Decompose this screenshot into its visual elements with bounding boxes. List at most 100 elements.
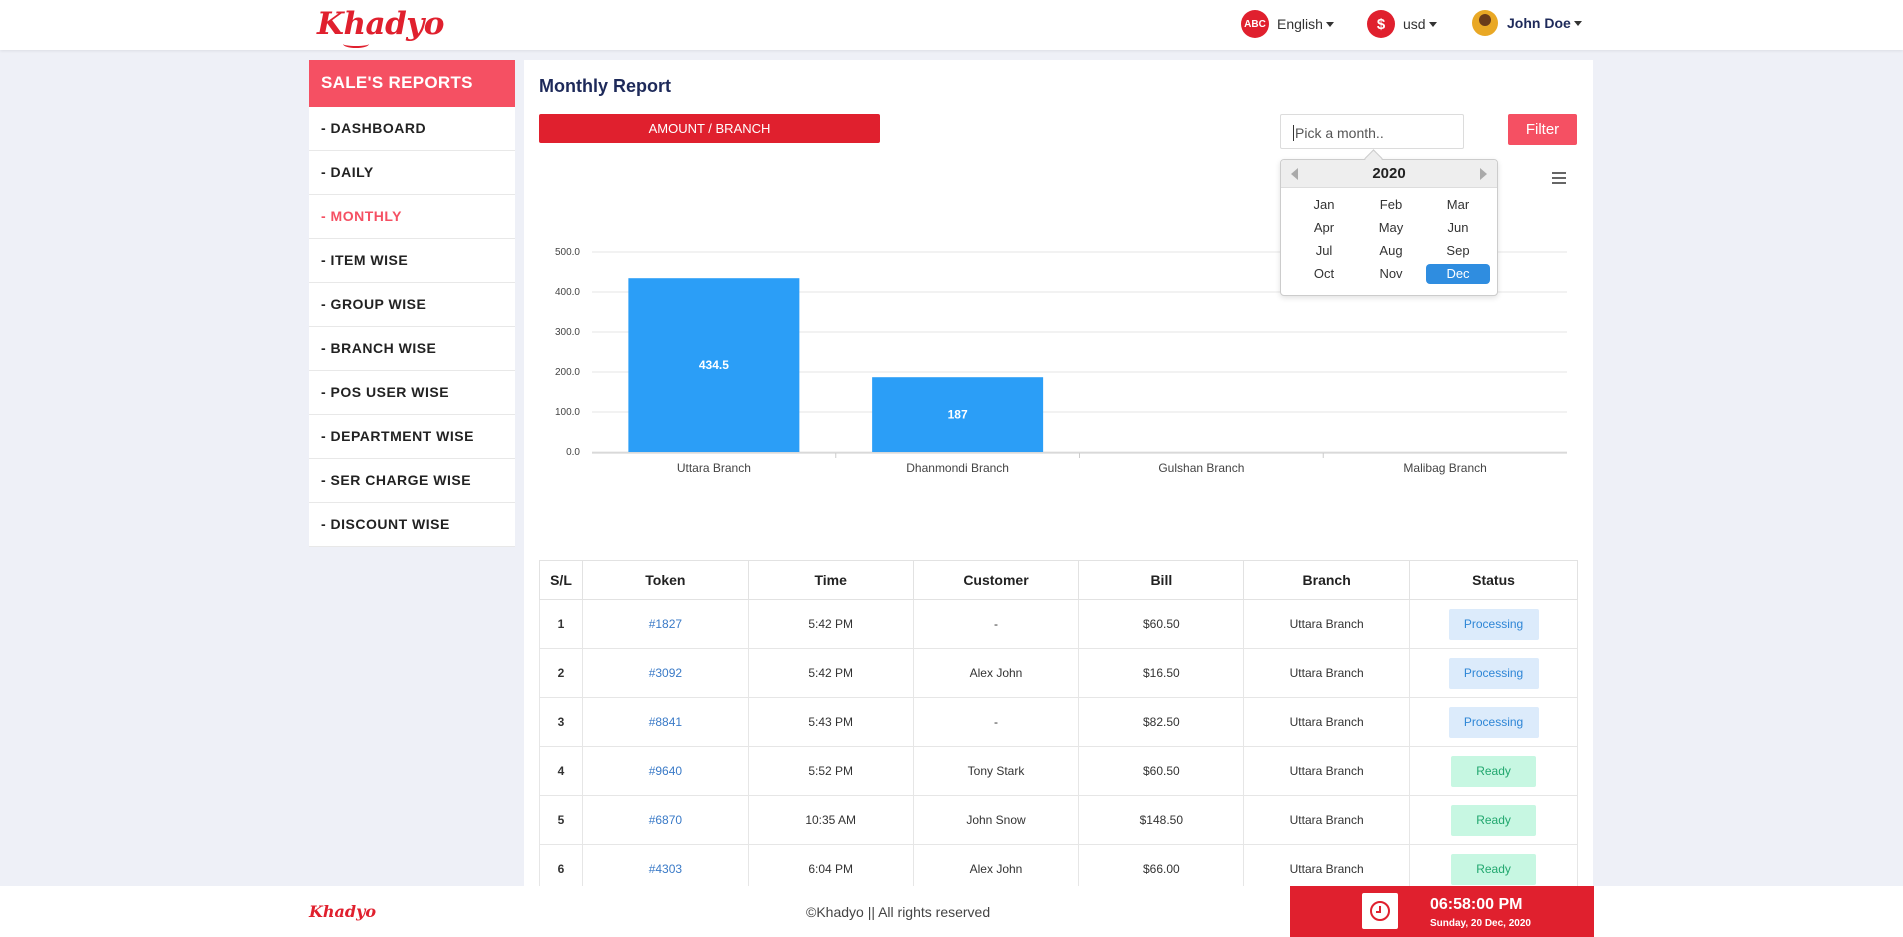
status-badge: Ready xyxy=(1451,804,1537,836)
brand-logo[interactable]: Khadyo xyxy=(317,6,444,42)
main-panel: Monthly Report AMOUNT / BRANCH Pick a mo… xyxy=(524,60,1593,894)
status-badge: Processing xyxy=(1448,706,1539,738)
y-tick-label: 400.0 xyxy=(555,287,580,298)
table-row: 3 #8841 5:43 PM - $82.50 Uttara Branch Process… xyxy=(539,697,1578,747)
orders-table: S/L Token Time Customer Bill Branch Stat… xyxy=(539,560,1578,894)
sidebar-item-pos-user-wise[interactable]: - POS USER WISE xyxy=(309,371,515,415)
sidebar-item-department-wise[interactable]: - DEPARTMENT WISE xyxy=(309,415,515,459)
month-picker-input[interactable]: Pick a month.. xyxy=(1280,114,1464,149)
sidebar-title: SALE'S REPORTS xyxy=(309,60,515,107)
bar[interactable] xyxy=(872,377,1044,452)
cell-branch: Uttara Branch xyxy=(1243,746,1411,796)
cell-branch: Uttara Branch xyxy=(1243,599,1411,649)
y-tick-label: 500.0 xyxy=(555,247,580,258)
sidebar-item-ser-charge-wise[interactable]: - SER CHARGE WISE xyxy=(309,459,515,503)
cell-status: Ready xyxy=(1409,844,1578,894)
amount-branch-button[interactable]: AMOUNT / BRANCH xyxy=(539,114,880,143)
cell-token[interactable]: #4303 xyxy=(581,844,749,894)
sidebar-item-branch-wise[interactable]: - BRANCH WISE xyxy=(309,327,515,371)
col-sl: S/L xyxy=(539,560,583,600)
status-badge: Ready xyxy=(1451,755,1537,787)
month-option[interactable]: Aug xyxy=(1379,243,1403,258)
page-title: Monthly Report xyxy=(539,76,671,96)
cell-token[interactable]: #8841 xyxy=(581,697,749,747)
cell-status: Ready xyxy=(1409,795,1578,845)
month-option[interactable]: Sep xyxy=(1446,243,1470,258)
user-name: John Doe xyxy=(1507,15,1571,31)
language-dropdown[interactable]: ABC English xyxy=(1241,10,1334,38)
x-tick-label: Gulshan Branch xyxy=(1158,461,1244,475)
month-option[interactable]: Oct xyxy=(1313,266,1335,281)
month-option[interactable]: Jul xyxy=(1315,243,1333,258)
cell-customer: - xyxy=(912,697,1080,747)
cell-token[interactable]: #3092 xyxy=(581,648,749,698)
bar-value-label: 187 xyxy=(948,408,968,422)
cell-bill: $66.00 xyxy=(1078,844,1245,894)
user-dropdown[interactable]: John Doe xyxy=(1472,10,1582,36)
logo-swoosh xyxy=(343,40,369,48)
cell-token[interactable]: #6870 xyxy=(581,795,749,845)
month-option[interactable]: Nov xyxy=(1379,266,1403,281)
cell-token[interactable]: #1827 xyxy=(581,599,749,649)
month-option[interactable]: Dec xyxy=(1426,264,1490,284)
cell-bill: $60.50 xyxy=(1078,746,1245,796)
current-date: Sunday, 20 Dec, 2020 xyxy=(1430,918,1531,929)
status-badge: Processing xyxy=(1448,608,1539,640)
col-time: Time xyxy=(747,560,914,600)
footer: Khadyo ©Khadyo || All rights reserved 06… xyxy=(0,886,1903,937)
y-tick-label: 100.0 xyxy=(555,407,580,418)
x-tick-label: Malibag Branch xyxy=(1403,461,1486,475)
picker-year[interactable]: 2020 xyxy=(1372,165,1406,182)
x-tick-label: Uttara Branch xyxy=(677,461,751,475)
cell-status: Ready xyxy=(1409,746,1578,796)
footer-logo[interactable]: Khadyo xyxy=(309,902,377,921)
month-option[interactable]: Apr xyxy=(1313,220,1335,235)
month-picker-popup: 2020 Jan Feb Mar Apr May Jun Jul Aug Sep Oct Nov De… xyxy=(1280,159,1498,296)
cell-customer: Tony Stark xyxy=(912,746,1080,796)
sidebar-item-monthly[interactable]: - MONTHLY xyxy=(309,195,515,239)
cell-branch: Uttara Branch xyxy=(1243,795,1411,845)
cell-customer: Alex John xyxy=(912,648,1080,698)
sidebar-item-daily[interactable]: - DAILY xyxy=(309,151,515,195)
cell-time: 5:42 PM xyxy=(747,599,914,649)
month-option[interactable]: May xyxy=(1378,220,1404,235)
cell-token[interactable]: #9640 xyxy=(581,746,749,796)
month-option[interactable]: Jun xyxy=(1447,220,1469,235)
table-row: 2 #3092 5:42 PM Alex John $16.50 Uttara Branc… xyxy=(539,648,1578,698)
month-option[interactable]: Feb xyxy=(1379,197,1403,212)
language-label: English xyxy=(1277,16,1323,32)
cell-sl: 4 xyxy=(539,746,583,796)
cell-time: 6:04 PM xyxy=(747,844,914,894)
sidebar-item-group-wise[interactable]: - GROUP WISE xyxy=(309,283,515,327)
sidebar-item-discount-wise[interactable]: - DISCOUNT WISE xyxy=(309,503,515,547)
table-row: 4 #9640 5:52 PM Tony Stark $60.50 Uttara Bran… xyxy=(539,746,1578,796)
top-navbar: Khadyo ABC English $ usd John Doe xyxy=(0,0,1903,50)
sidebar-item-item-wise[interactable]: - ITEM WISE xyxy=(309,239,515,283)
month-grid: Jan Feb Mar Apr May Jun Jul Aug Sep Oct Nov Dec xyxy=(1281,188,1497,291)
clock-panel: 06:58:00 PM Sunday, 20 Dec, 2020 xyxy=(1290,886,1594,937)
month-option[interactable]: Mar xyxy=(1446,197,1470,212)
previous-year-icon[interactable] xyxy=(1291,167,1298,180)
cell-sl: 2 xyxy=(539,648,583,698)
chart-menu-icon[interactable] xyxy=(1552,172,1566,187)
chevron-down-icon xyxy=(1573,20,1582,26)
dollar-icon: $ xyxy=(1367,10,1395,38)
chevron-down-icon xyxy=(1325,21,1334,27)
table-row: 5 #6870 10:35 AM John Snow $148.50 Uttara Bra… xyxy=(539,795,1578,845)
branch-bar-chart: 0.0 100.0 200.0 300.0 400.0 500.0 434.5 Uttara … xyxy=(555,247,1567,475)
y-tick-label: 200.0 xyxy=(555,367,580,378)
col-token: Token xyxy=(581,560,749,600)
table-row: 6 #4303 6:04 PM Alex John $66.00 Uttara Branc… xyxy=(539,844,1578,894)
cell-sl: 3 xyxy=(539,697,583,747)
cell-bill: $148.50 xyxy=(1078,795,1245,845)
currency-dropdown[interactable]: $ usd xyxy=(1367,10,1437,38)
filter-button[interactable]: Filter xyxy=(1508,114,1577,145)
cell-status: Processing xyxy=(1409,648,1578,698)
cell-sl: 6 xyxy=(539,844,583,894)
sidebar-item-dashboard[interactable]: - DASHBOARD xyxy=(309,107,515,151)
month-option[interactable]: Jan xyxy=(1313,197,1335,212)
current-time: 06:58:00 PM xyxy=(1430,896,1523,913)
bar[interactable] xyxy=(628,278,800,452)
cell-branch: Uttara Branch xyxy=(1243,844,1411,894)
next-year-icon[interactable] xyxy=(1480,167,1487,180)
